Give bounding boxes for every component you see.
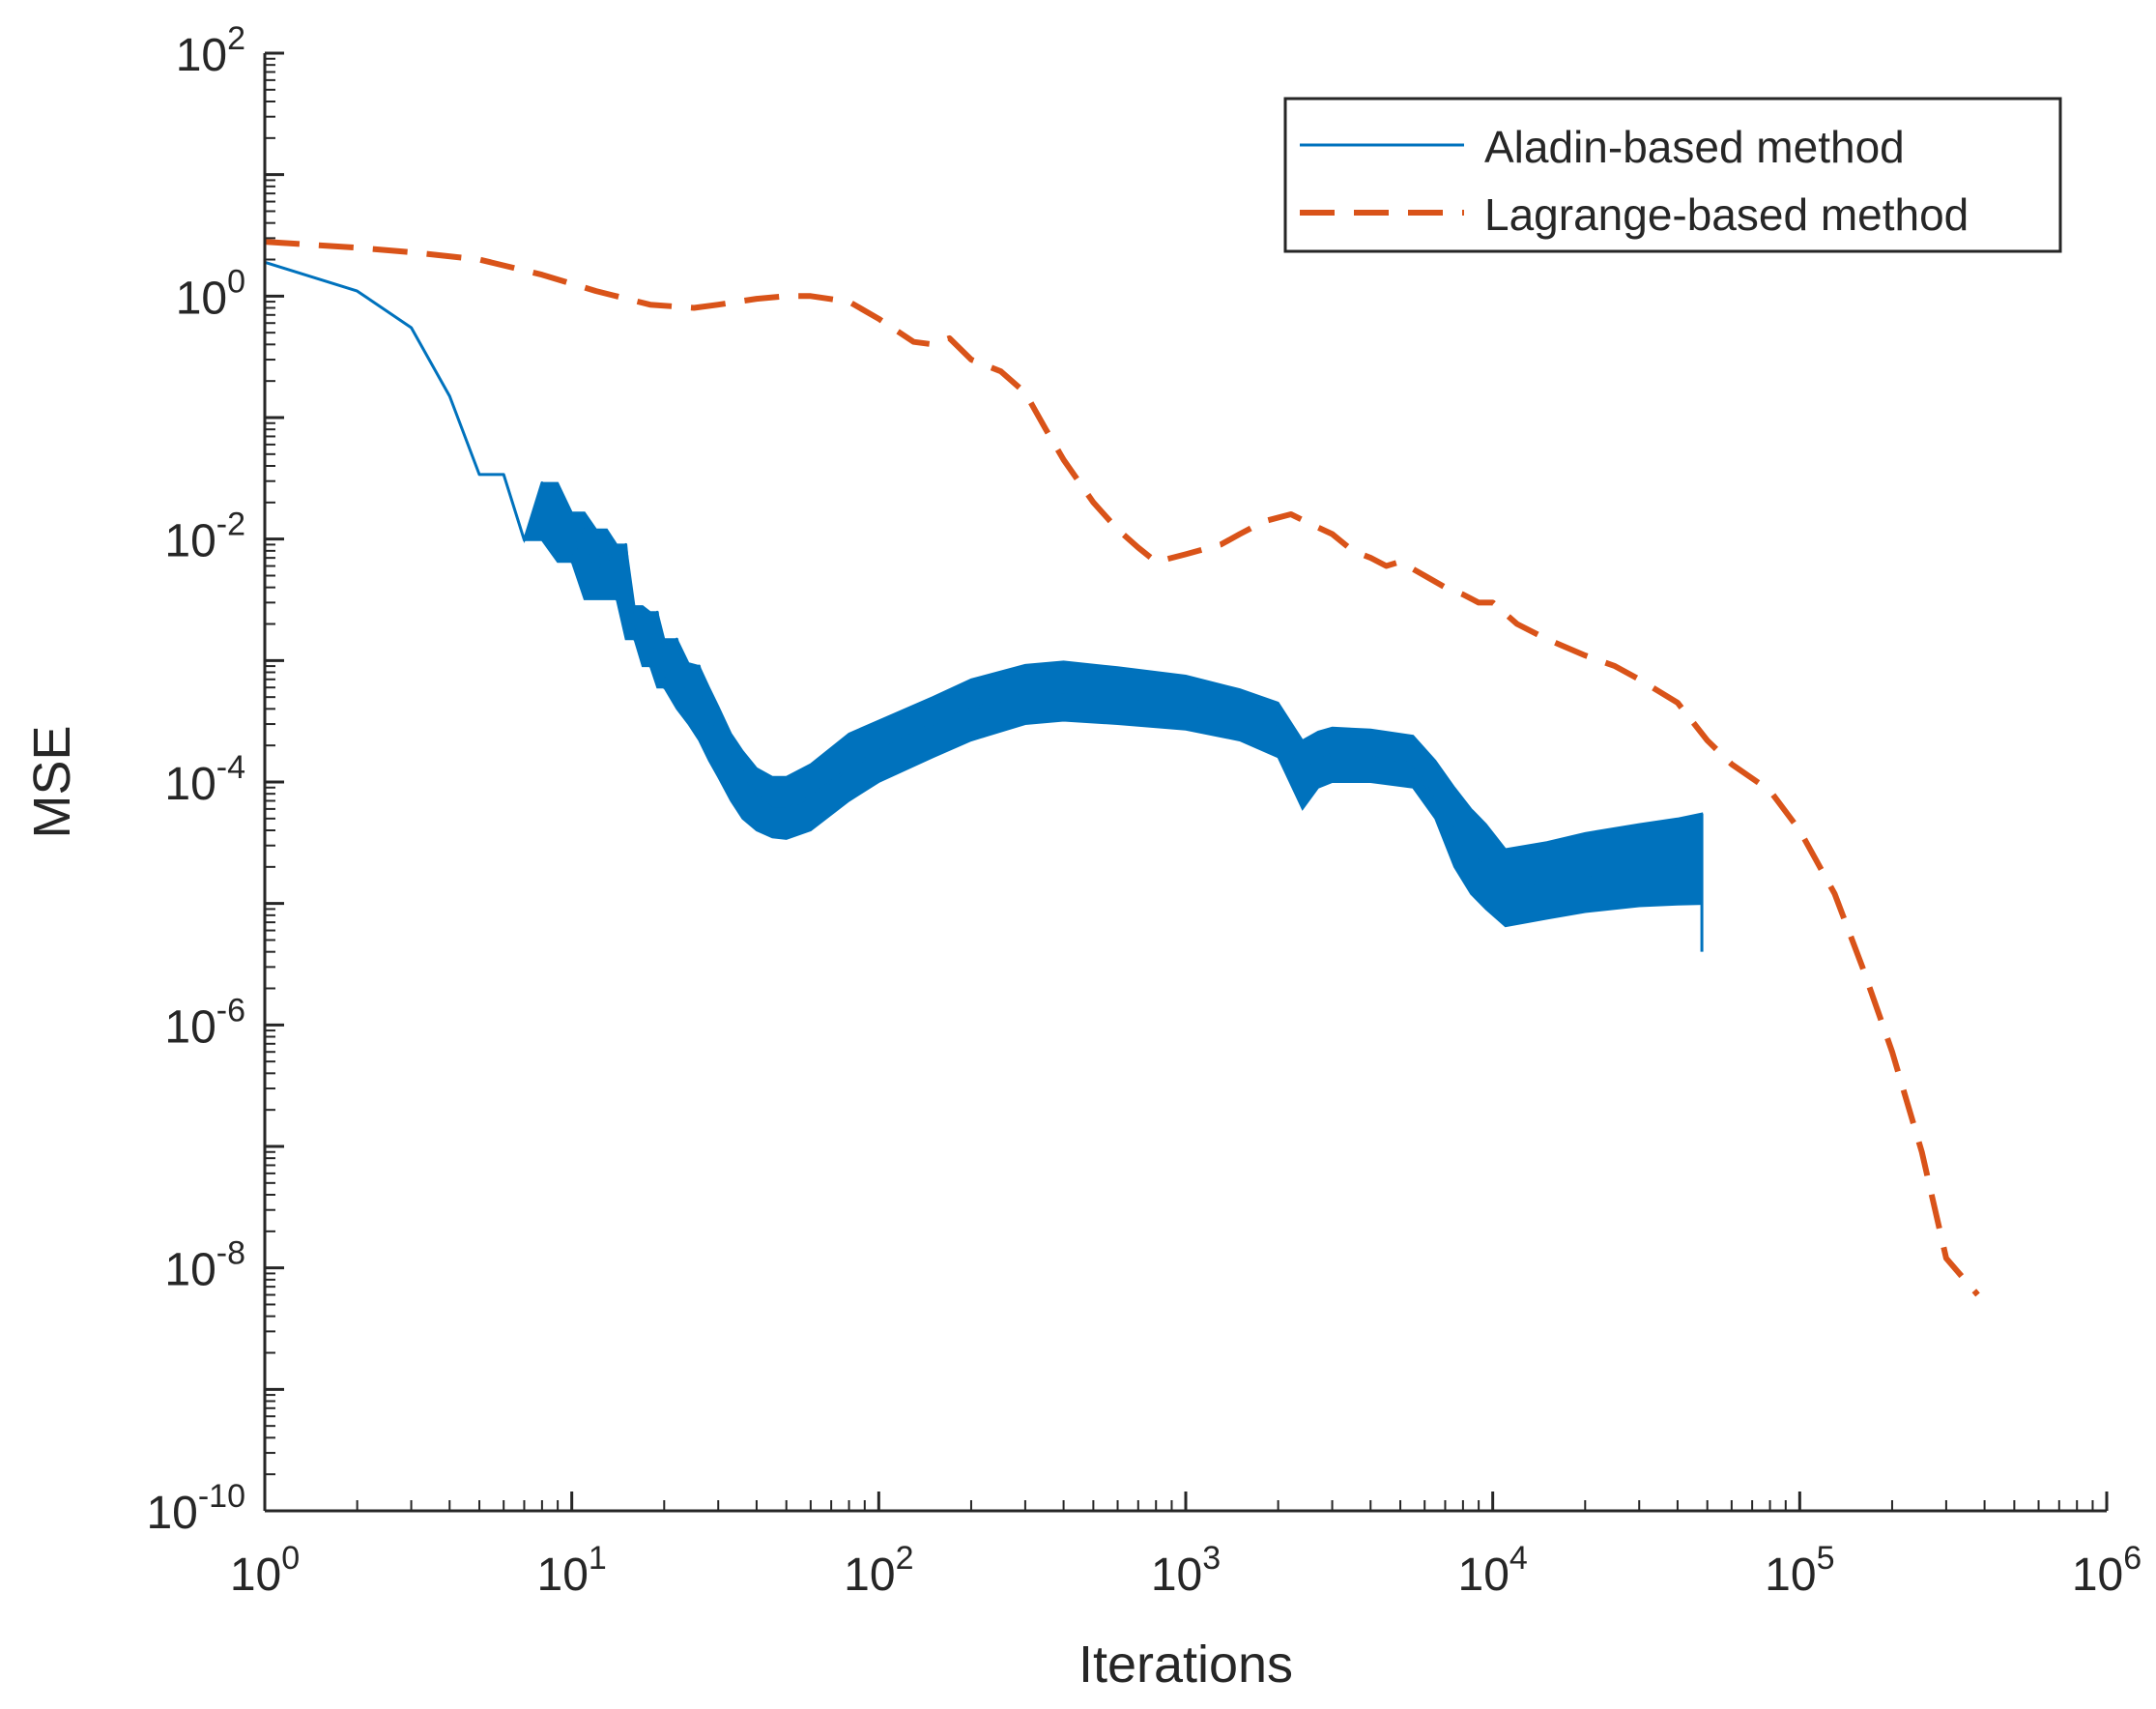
x-tick-label: 102 — [844, 1540, 913, 1601]
x-tick-label: 105 — [1765, 1540, 1834, 1601]
legend: Aladin-based method Lagrange-based metho… — [1283, 97, 2062, 253]
legend-label-aladin: Aladin-based method — [1484, 122, 1905, 172]
series-layer — [264, 239, 1980, 1297]
y-tick-label: 10-6 — [164, 992, 245, 1053]
y-axis-label: MSE — [23, 725, 81, 838]
series-lagrange-line — [264, 239, 1980, 1297]
y-tick-label: 10-2 — [164, 507, 245, 567]
y-tick-label: 10-10 — [146, 1478, 245, 1539]
x-axis-label: Iterations — [1078, 1636, 1293, 1694]
y-tick-label: 10-4 — [164, 749, 245, 810]
y-tick-label: 100 — [176, 263, 245, 324]
y-tick-label: 10-8 — [164, 1235, 245, 1296]
x-tick-label: 101 — [537, 1540, 607, 1601]
x-tick-label: 106 — [2072, 1540, 2142, 1601]
x-tick-label: 104 — [1458, 1540, 1528, 1601]
legend-label-lagrange: Lagrange-based method — [1484, 189, 1969, 240]
x-tick-label: 100 — [230, 1540, 300, 1601]
y-tick-label: 102 — [176, 20, 245, 81]
x-tick-label: 103 — [1151, 1540, 1221, 1601]
legend-box — [1283, 97, 2062, 253]
plot-area — [265, 53, 2107, 1511]
series-aladin-line — [264, 260, 1703, 896]
